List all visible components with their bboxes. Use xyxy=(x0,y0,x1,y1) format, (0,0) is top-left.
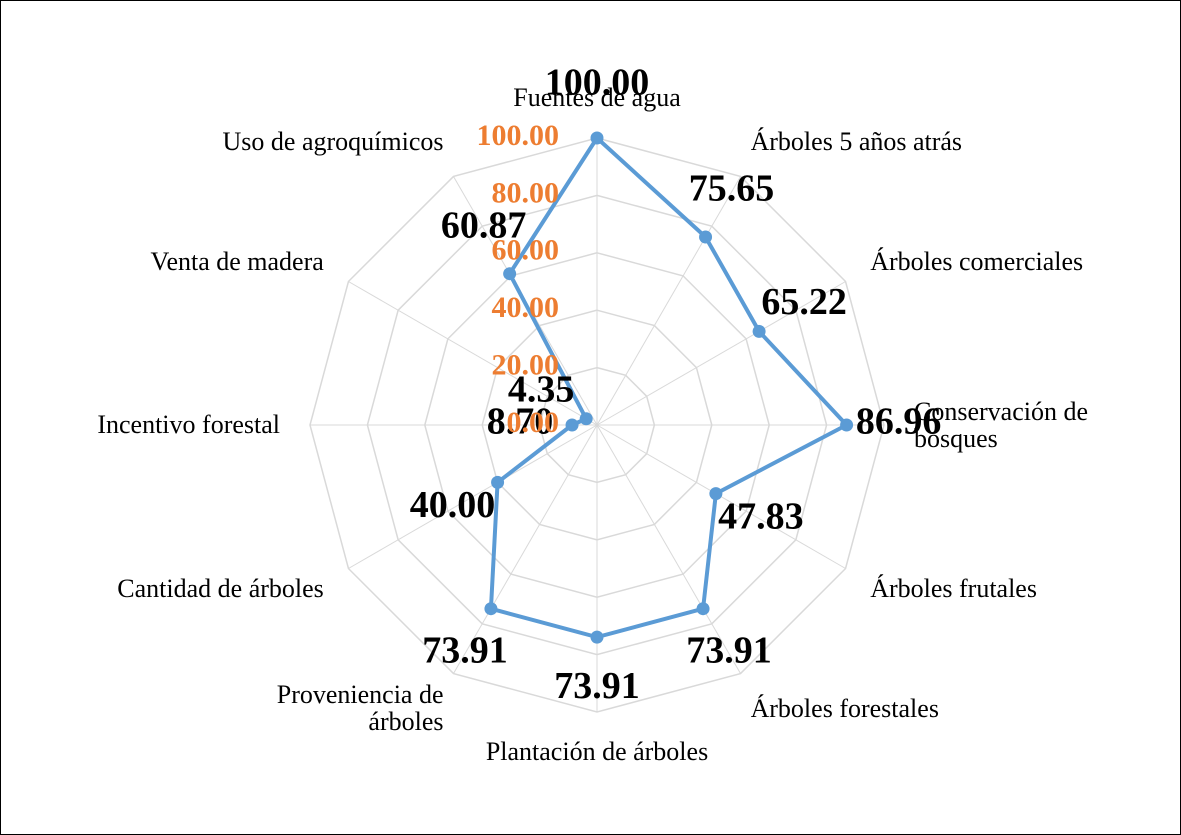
r-tick-label: 60.00 xyxy=(492,234,560,267)
category-label-box: Venta de madera xyxy=(150,246,324,276)
data-point xyxy=(491,475,505,489)
r-tick-label: 0.00 xyxy=(507,406,560,439)
category-label-box: Árboles 5 años atrás xyxy=(750,127,963,157)
spoke xyxy=(348,281,598,426)
data-point xyxy=(709,487,723,501)
data-label: 8.70 xyxy=(487,401,554,443)
data-label: 73.91 xyxy=(686,629,772,671)
data-point xyxy=(590,630,604,644)
data-point xyxy=(565,418,579,432)
category-label: Conservación de bosques xyxy=(914,396,1089,453)
category-label-box: Uso de agroquímicos xyxy=(222,127,444,157)
category-label-box: Árboles comerciales xyxy=(870,246,1084,276)
data-point xyxy=(503,267,517,281)
spoke xyxy=(596,424,741,674)
data-point xyxy=(699,230,713,244)
spoke xyxy=(453,424,598,674)
spoke xyxy=(596,176,741,426)
spoke xyxy=(348,424,598,569)
category-label-box: Árboles forestales xyxy=(750,693,939,723)
data-label: 73.91 xyxy=(554,665,640,707)
data-label: 75.65 xyxy=(689,168,775,210)
data-label: 65.22 xyxy=(761,281,847,323)
spoke xyxy=(596,281,846,426)
category-label: Proveniencia de árboles xyxy=(276,679,444,737)
category-label-box: Conservación de bosques xyxy=(914,396,1089,453)
category-label-box: Proveniencia de árboles xyxy=(276,679,444,737)
category-label-box: Plantación de árboles xyxy=(485,737,709,767)
data-label: 60.87 xyxy=(441,204,527,246)
r-tick-label: 40.00 xyxy=(492,291,560,324)
data-point xyxy=(579,412,593,426)
r-tick-label: 20.00 xyxy=(492,348,560,381)
category-label: Árboles frutales xyxy=(870,573,1037,603)
category-label: Cantidad de árboles xyxy=(117,573,324,603)
data-label: 100.00 xyxy=(545,62,650,104)
category-label-box: Fuentes de agua xyxy=(513,83,681,113)
data-point xyxy=(752,324,766,338)
category-label: Uso de agroquímicos xyxy=(222,127,444,157)
data-label: 4.35 xyxy=(508,368,575,410)
data-point xyxy=(840,418,854,432)
category-label: Fuentes de agua xyxy=(513,83,681,113)
category-label: Árboles comerciales xyxy=(870,246,1084,276)
data-point xyxy=(696,602,710,616)
category-label: Árboles 5 años atrás xyxy=(750,127,963,157)
category-label: Árboles forestales xyxy=(750,693,939,723)
r-tick-label: 80.00 xyxy=(492,176,560,209)
data-point xyxy=(590,131,604,145)
data-label: 86.96 xyxy=(856,401,942,443)
data-label: 40.00 xyxy=(410,484,496,526)
category-label-box: Árboles frutales xyxy=(870,573,1037,603)
category-label-box: Incentivo forestal xyxy=(97,410,280,440)
data-label: 73.91 xyxy=(422,629,508,671)
category-label: Incentivo forestal xyxy=(97,410,280,440)
category-label: Venta de madera xyxy=(150,246,324,276)
data-point xyxy=(484,602,498,616)
category-label-box: Cantidad de árboles xyxy=(117,573,324,603)
data-label: 47.83 xyxy=(718,495,804,537)
r-tick-label: 100.00 xyxy=(477,119,560,152)
category-label: Plantación de árboles xyxy=(485,737,709,767)
